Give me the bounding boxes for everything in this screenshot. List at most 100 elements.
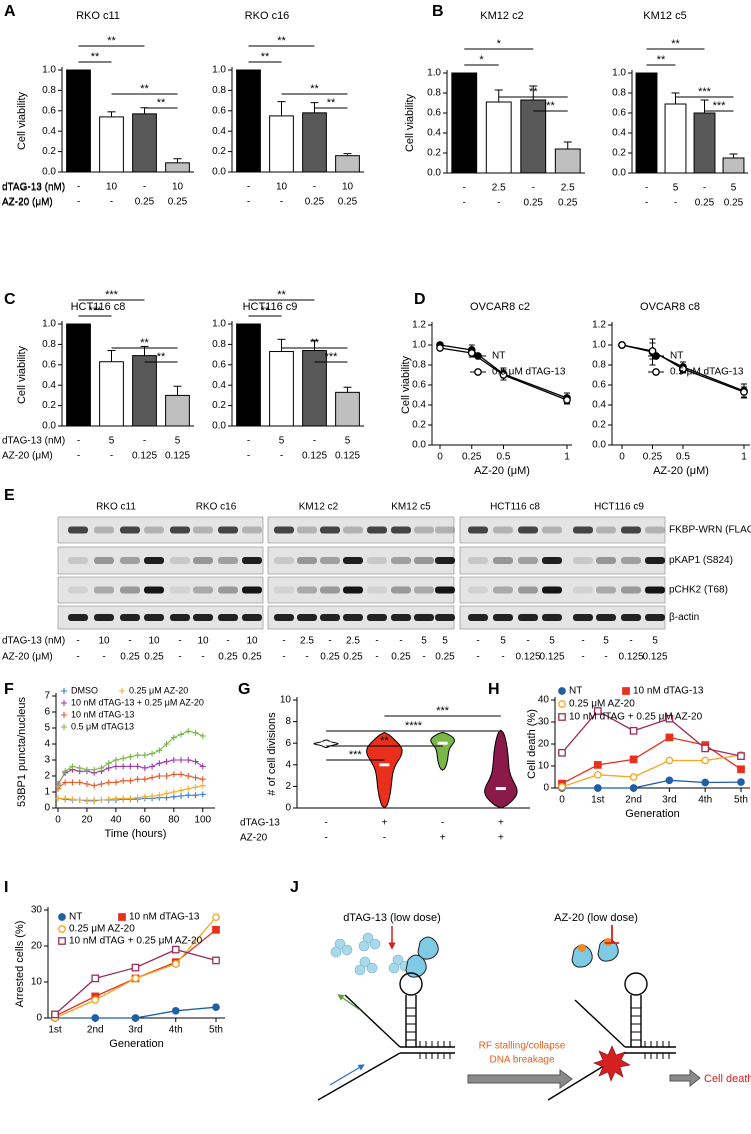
series-line [621,344,745,393]
point [558,748,566,757]
chart-title: HCT116 c9 [243,301,298,313]
series-line [439,344,568,399]
y-tick-label: 0.0 [427,168,441,179]
point [91,782,98,789]
treatment-value: - [77,451,80,462]
legend-label: DMSO [71,685,98,695]
legend-label: NT [69,912,82,923]
diagram-label: AZ-20 (low dose) [554,912,638,924]
y-tick-label: 20 [31,941,43,952]
blot-band [435,557,455,564]
bar [520,99,547,174]
treatment-value: 0.25 [343,652,363,663]
legend-marker [119,688,125,694]
point [163,741,170,747]
legend-marker [61,712,67,718]
y-tick-label: 0.6 [42,359,56,370]
diagram-label: RF stalling/collapse [479,1041,566,1052]
y-axis-label: Cell viability [404,93,416,152]
y-tick-label: 7 [44,691,50,702]
legend-label: 10 nM dTAG-13 [129,912,200,923]
replication-fork [317,972,455,1101]
treatment-value: 10 [197,636,209,647]
significance-label: ** [657,54,666,66]
panel-label: H [488,681,500,698]
y-tick-label: 0.0 [212,421,226,432]
point [156,760,163,767]
blot-band [493,557,513,564]
y-tick-label: 0.4 [612,128,626,139]
point [192,758,199,765]
y-axis-label: Arrested cells (%) [14,921,26,1008]
blot-band [493,586,513,594]
y-tick-label: 0.2 [42,400,56,411]
treatment-value: 10 [148,636,160,647]
x-tick-label: 1 [741,452,747,463]
point [134,763,141,770]
blot-band [367,526,387,534]
point [185,785,192,792]
treatment-value: 0.25 [144,652,164,663]
blot-band [518,526,538,534]
point [629,784,638,792]
point [76,765,83,771]
blot-row-label: β-actin [669,612,699,623]
blot-band [573,614,593,621]
blot-band [542,526,562,534]
diagram: dTAG-13 (low dose) AZ-20 (low dose) RF s… [317,912,751,1101]
treatment-value: 0.25 [338,197,358,208]
point [740,388,748,396]
point [127,753,134,760]
point [91,974,100,983]
y-tick-label: 20 [538,739,550,750]
y-tick-label: 0.8 [412,360,426,371]
y-tick-label: 0.8 [212,85,226,96]
legend-label: 10 nM dTAG-13 [633,686,704,697]
point [83,781,90,787]
blot-band [320,557,340,564]
point [91,797,98,803]
treatment-value: 10 [342,182,354,193]
point [199,791,206,798]
significance-label: ** [546,100,555,112]
treatment-value: - [328,636,331,647]
blot-band [468,526,488,534]
blot-group-label: KM12 c5 [391,502,431,513]
significance-label: ** [671,38,680,50]
blot-group-label: HCT116 c9 [594,502,644,513]
arrow [669,1068,701,1088]
treatment-value: - [305,652,308,663]
y-tick-label: 5 [44,723,50,734]
y-tick-label: 1.0 [42,319,56,330]
point [199,776,206,783]
point [127,795,134,802]
treatment-value: 0.125 [618,652,643,663]
treatment-value: - [76,636,79,647]
protein-cluster [330,932,411,976]
blot-band [320,526,340,534]
point [679,365,687,373]
point [185,757,192,763]
treatment-value: - [476,636,479,647]
y-tick-label: 0 [543,783,549,794]
significance-label: * [497,38,502,50]
treatment-value: - [247,436,250,447]
y-tick-label: 0 [44,803,50,814]
treatment-label: dTAG-13 (nM) [2,636,65,647]
point [436,344,444,352]
blot-band [518,586,538,594]
chart-title: RKO c11 [76,10,120,22]
treatment-value: - [674,198,677,209]
legend-marker [118,913,126,921]
point [171,945,180,954]
point [127,763,134,770]
point [62,795,69,802]
blot-band [596,557,616,564]
x-tick-label: 0.5 [676,452,690,463]
arrow [467,1069,573,1089]
blot-band [367,614,387,621]
significance-label: *** [105,289,119,301]
y-tick-label: 0.6 [212,359,226,370]
point [593,770,602,779]
treatment-label: AZ-20 (μM) [2,451,53,462]
